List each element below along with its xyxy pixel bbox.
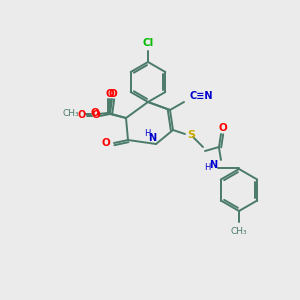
Text: O: O [91,108,99,118]
Text: O: O [219,123,227,133]
Text: H: H [204,164,210,172]
Text: S: S [187,130,195,140]
Text: O: O [78,110,86,120]
Text: CH₃: CH₃ [62,109,79,118]
Text: O: O [109,89,117,99]
Text: N: N [148,133,156,143]
Text: O: O [106,89,114,99]
Text: C≡N: C≡N [190,91,214,101]
Text: N: N [209,160,217,170]
Text: O: O [92,110,100,120]
Text: O: O [101,138,110,148]
Text: CH₃: CH₃ [231,227,247,236]
Text: H: H [144,128,150,137]
Text: Cl: Cl [142,38,154,48]
